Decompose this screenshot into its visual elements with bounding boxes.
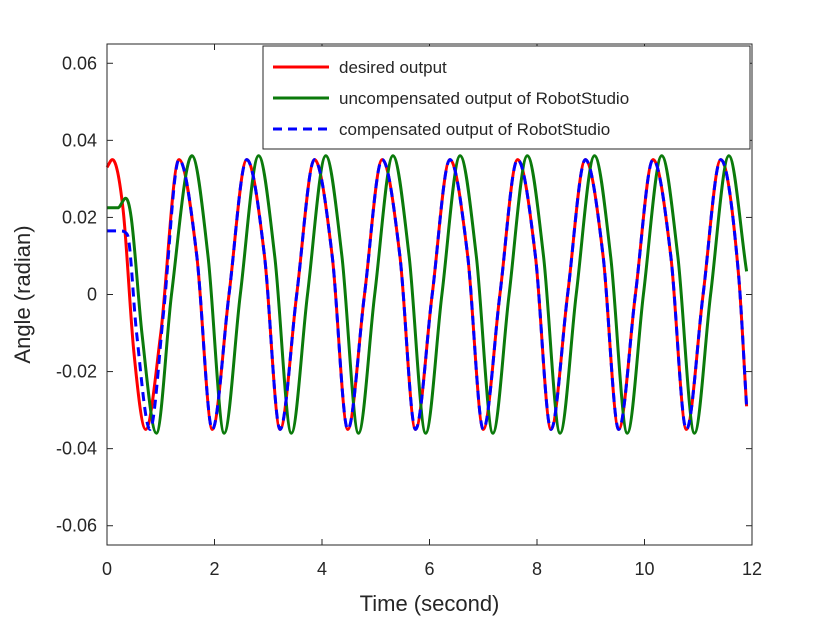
legend-box (262, 45, 751, 150)
legend-label: compensated output of RobotStudio (339, 120, 610, 139)
y-tick-label: -0.06 (56, 516, 97, 536)
y-tick-label: 0.04 (62, 130, 97, 150)
y-tick-label: -0.02 (56, 362, 97, 382)
y-axis-title: Angle (radian) (10, 225, 35, 363)
series-layer (105, 154, 749, 435)
x-axis-title: Time (second) (360, 591, 500, 616)
legend-label: uncompensated output of RobotStudio (339, 89, 629, 108)
x-tick-label: 2 (209, 559, 219, 579)
x-tick-label: 12 (742, 559, 762, 579)
series-line-compensated-output-of-robotstudio (107, 158, 749, 431)
series-line-uncompensated-output-of-robotstudio (106, 154, 749, 435)
x-tick-label: 4 (317, 559, 327, 579)
ticks-layer: 0 2 4 6 8 10 12 -0.06 -0.04 -0.02 0 0.02 0.04 0.06 (56, 44, 762, 579)
y-tick-label: -0.04 (56, 439, 97, 459)
y-tick-label: 0.06 (62, 53, 97, 73)
x-tick-label: 8 (532, 559, 542, 579)
legend-label: desired output (339, 58, 447, 77)
x-tick-label: 6 (424, 559, 434, 579)
x-tick-label: 10 (634, 559, 654, 579)
legend: desired output uncompensated output of Ro… (262, 45, 751, 150)
y-tick-label: 0 (87, 285, 97, 305)
x-tick-label: 0 (102, 559, 112, 579)
y-tick-label: 0.02 (62, 207, 97, 227)
